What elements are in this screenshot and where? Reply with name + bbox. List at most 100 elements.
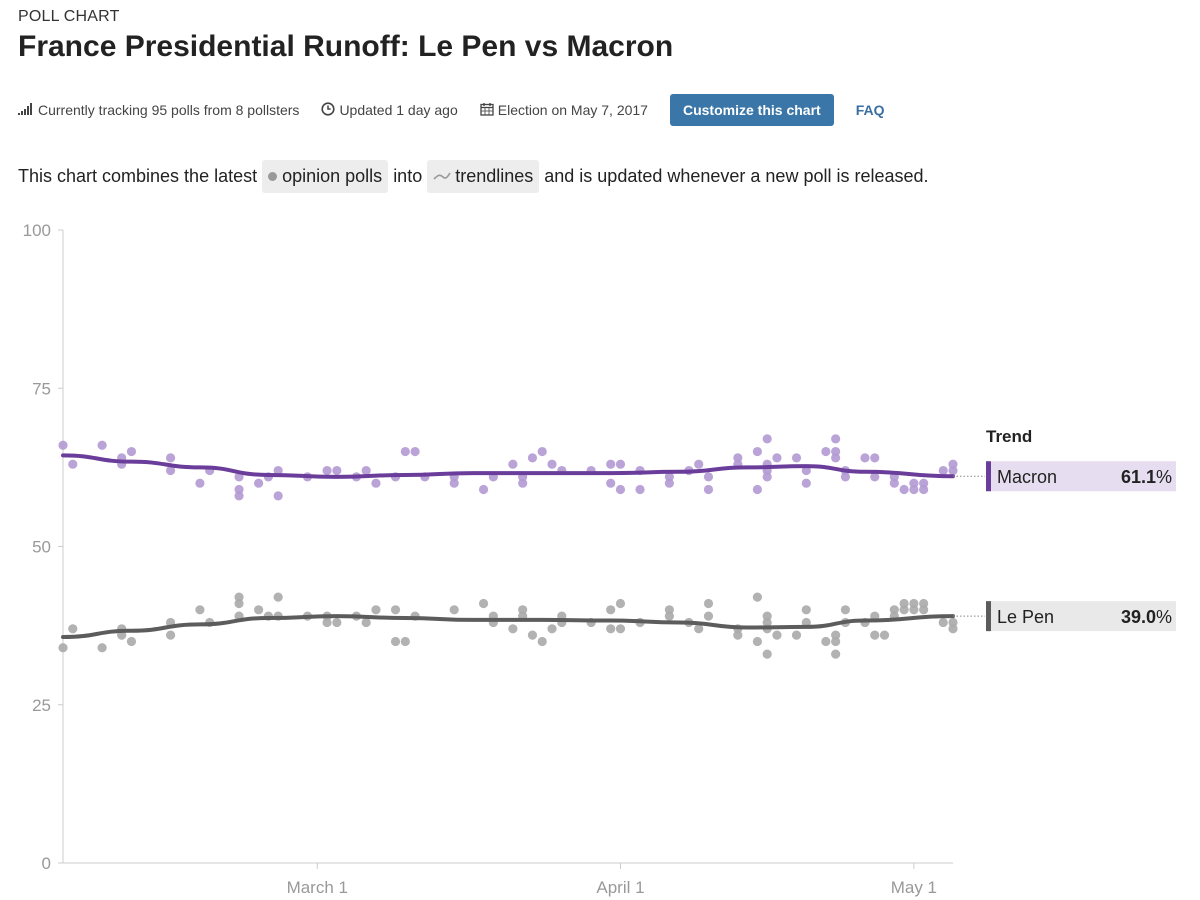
poll-point-lepen [870,630,880,640]
poll-point-lepen [919,605,929,615]
poll-point-macron [254,478,264,488]
poll-point-lepen [449,605,459,615]
poll-point-macron [273,465,283,476]
poll-point-macron [537,446,547,457]
poll-point-macron [332,465,342,476]
poll-point-lepen [508,624,518,634]
dot-icon [268,171,278,181]
legend-label-bg [986,601,1176,632]
poll-point-macron [938,465,948,476]
poll-point-macron [703,472,714,482]
poll-point-lepen [752,636,762,647]
faq-link[interactable]: FAQ [855,102,885,118]
description-text-3: and is updated whenever a new poll is re… [544,165,929,186]
y-tick-label: 50 [32,538,51,557]
poll-point-lepen [322,617,332,628]
poll-point-lepen [332,617,342,628]
poll-point-lepen [518,605,528,615]
poll-point-lepen [703,598,714,609]
poll-point-lepen [821,636,831,647]
poll-point-lepen [919,598,929,609]
poll-point-lepen [273,592,283,602]
poll-point-lepen [762,617,772,628]
trendline-lepen [61,614,955,640]
poll-point-lepen [703,611,714,621]
poll-point-macron [165,465,176,476]
poll-point-macron [703,484,714,495]
poll-point-lepen [390,605,401,615]
poll-point-lepen [126,636,137,647]
poll-point-macron [126,446,137,457]
poll-point-lepen [527,630,538,640]
poll-point-macron [821,446,831,457]
legend-value-lepen: 39.0% [1121,607,1172,627]
election-text: Election on May 7, 2017 [497,102,648,118]
poll-point-lepen [400,636,410,647]
poll-point-macron [449,478,459,488]
poll-point-macron [801,465,811,476]
poll-point-macron [410,446,420,457]
poll-point-macron [234,491,244,501]
trendline-macron [61,453,955,479]
poll-point-macron [58,440,68,450]
poll-point-macron [234,484,244,495]
poll-point-macron [801,478,811,488]
poll-point-macron [948,465,958,476]
poll-point-lepen [195,605,205,615]
poll-point-lepen [254,605,264,615]
chart-description: This chart combines the latest opinion p… [18,158,929,194]
trendlines[interactable] [61,453,955,640]
y-tick-label: 0 [42,854,51,873]
poll-point-lepen [840,605,851,615]
poll-point-macron [508,459,518,469]
poll-point-lepen [390,636,401,647]
poll-point-lepen [615,624,626,634]
y-tick-label: 75 [32,379,51,398]
trendline-icon [433,166,455,187]
poll-point-macron [400,446,410,457]
description-text-2: into [393,165,423,186]
poll-point-lepen [664,611,674,621]
x-tick-label: April 1 [596,878,644,897]
customize-chart-button[interactable]: Customize this chart [669,94,834,126]
poll-point-macron [606,478,616,488]
poll-point-lepen [948,617,958,628]
poll-point-macron [478,484,489,495]
legend-name-macron: Macron [997,467,1057,487]
poll-point-lepen [371,605,381,615]
poll-chart: 0 25 50 75 100 March 1 April 1 May 1 Trend Mac… [23,221,1176,897]
trendlines-pill[interactable]: trendlines [427,159,540,193]
poll-point-macron [870,453,880,463]
updated-text: Updated 1 day ago [339,102,458,118]
poll-point-macron [664,472,674,482]
poll-point-lepen [899,605,909,615]
poll-point-macron [831,453,841,463]
tracking-info: Currently tracking 95 polls from 8 polls… [18,102,299,118]
clock-icon [321,101,339,119]
poll-point-lepen [537,636,547,647]
poll-point-macron [97,440,107,450]
poll-point-macron [889,478,899,488]
poll-point-lepen [606,624,616,634]
poll-point-macron [831,434,841,444]
poll-point-lepen [899,598,909,609]
y-axis: 0 25 50 75 100 [23,221,63,873]
poll-point-macron [664,478,674,488]
legend-title: Trend [986,427,1032,446]
poll-point-lepen [801,605,811,615]
poll-point-lepen [831,649,841,659]
legend-swatch [986,601,991,632]
opinion-polls-pill[interactable]: opinion polls [262,159,389,193]
poll-point-macron [615,484,626,495]
x-axis: March 1 April 1 May 1 [287,863,937,897]
chart-kicker: POLL CHART [18,8,120,25]
poll-point-macron [840,472,851,482]
poll-point-macron [518,478,528,488]
poll-point-macron [165,453,176,463]
trend-legend: Trend Macron 61.1% Le Pen 39.0% [953,427,1176,632]
poll-point-lepen [791,630,802,640]
poll-point-lepen [234,598,244,609]
y-tick-label: 25 [32,696,51,715]
poll-point-lepen [478,598,489,609]
poll-point-lepen [234,592,244,602]
